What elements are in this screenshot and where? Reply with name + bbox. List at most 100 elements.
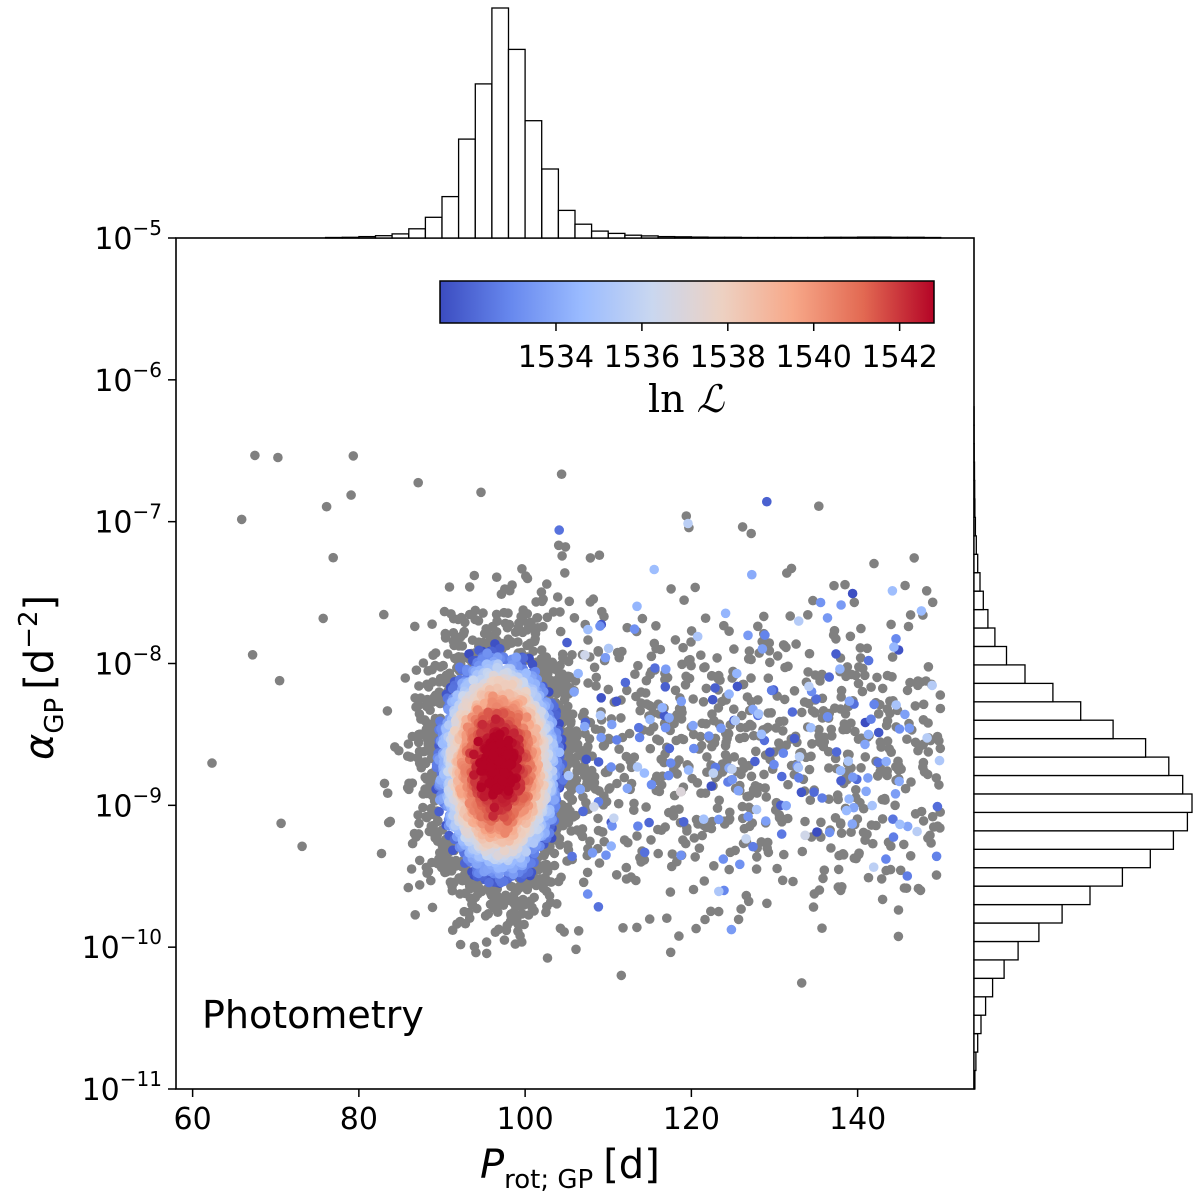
scatter-point-low: [443, 866, 454, 876]
scatter-point: [894, 776, 904, 787]
scatter-point-low: [641, 675, 652, 686]
scatter-point-low: [483, 909, 494, 919]
scatter-point-low: [348, 451, 359, 461]
scatter-point-low: [744, 802, 754, 813]
scatter-point-low: [570, 676, 581, 686]
scatter-point-low: [890, 800, 900, 811]
scatter-point-low: [686, 660, 696, 671]
scatter-point-low: [808, 595, 818, 606]
scatter-point-low: [701, 683, 712, 694]
scatter-point: [809, 787, 819, 797]
scatter-point-low: [491, 572, 502, 582]
scatter-point-low: [856, 623, 866, 634]
scatter-point-low: [701, 822, 712, 833]
scatter-point: [692, 631, 703, 642]
scatter-point-low: [913, 745, 923, 756]
scatter-point-low: [932, 731, 943, 742]
scatter-point-low: [473, 889, 483, 899]
scatter-point-low: [735, 722, 746, 733]
scatter-point-low: [382, 788, 393, 798]
scatter-point-low: [778, 726, 788, 736]
scatter-point: [831, 747, 842, 757]
scatter-point: [778, 748, 789, 758]
scatter-point: [934, 755, 945, 766]
scatter-point: [867, 800, 877, 811]
scatter-point-low: [905, 851, 916, 861]
scatter-point-low: [376, 848, 387, 859]
scatter-point-low: [681, 511, 692, 521]
scatter-point-low: [747, 721, 757, 731]
scatter-point: [554, 525, 564, 535]
scatter-point-low: [618, 923, 628, 933]
scatter-point-low: [876, 874, 887, 884]
scatter-point: [912, 826, 922, 837]
scatter-point-low: [702, 752, 712, 762]
scatter-point-low: [612, 778, 622, 789]
scatter-point: [698, 814, 709, 824]
scatter-point: [661, 664, 671, 674]
scatter-point-low: [808, 902, 819, 912]
scatter-point-low: [491, 627, 502, 637]
scatter-point-low: [591, 672, 602, 683]
scatter-point-low: [413, 810, 423, 820]
scatter-point: [707, 694, 718, 705]
scatter-point: [841, 805, 852, 816]
scatter-point-low: [400, 673, 411, 683]
scatter-point-low: [276, 818, 286, 829]
scatter-point: [606, 762, 616, 772]
scatter-point-low: [641, 802, 651, 812]
scatter-point: [751, 804, 762, 815]
scatter-point: [777, 771, 787, 782]
scatter-point-low: [467, 635, 478, 645]
scatter-point-low: [611, 870, 622, 880]
scatter-point-low: [622, 622, 632, 633]
scatter-point-low: [836, 685, 847, 696]
scatter-point-low: [542, 612, 553, 623]
scatter-point-low: [804, 764, 815, 775]
scatter-point-low: [297, 841, 307, 852]
scatter-point-low: [403, 739, 414, 749]
scatter-point-low: [531, 880, 541, 891]
scatter-point-low: [751, 864, 762, 874]
scatter-point-low: [617, 646, 627, 657]
scatter-point-low: [455, 939, 466, 950]
scatter-point-low: [737, 757, 748, 767]
scatter-point: [741, 834, 751, 844]
scatter-point-low: [645, 743, 656, 754]
scatter-point-low: [840, 579, 850, 590]
scatter-point-low: [622, 685, 632, 696]
scatter-point-low: [552, 592, 563, 602]
scatter-point-low: [670, 685, 681, 696]
scatter-point-low: [762, 898, 772, 909]
scatter-point-low: [573, 926, 584, 936]
scatter-point-low: [517, 909, 527, 919]
scatter-point: [660, 722, 671, 733]
scatter-point: [765, 747, 775, 757]
scatter-point-low: [774, 738, 784, 748]
scatter-point: [847, 819, 858, 829]
scatter-point-low: [471, 947, 481, 958]
scatter-point: [632, 601, 642, 612]
scatter-point-low: [700, 788, 711, 798]
scatter-point: [720, 608, 731, 619]
scatter-point-low: [593, 813, 603, 824]
scatter-point: [927, 680, 937, 691]
scatter-point-low: [712, 803, 723, 813]
scatter-point: [482, 648, 493, 658]
scatter-point: [757, 644, 768, 654]
scatter-point-low: [807, 739, 817, 749]
scatter-point-low: [807, 706, 818, 716]
scatter-point-low: [688, 729, 699, 740]
scatter-point: [863, 655, 874, 666]
scatter-point-low: [881, 865, 891, 876]
scatter-point-low: [553, 876, 564, 887]
scatter-point-low: [877, 683, 888, 694]
scatter-point-low: [893, 756, 903, 767]
scatter-point: [847, 588, 858, 599]
scatter-point-low: [866, 820, 877, 830]
scatter-point-low: [236, 514, 247, 525]
scatter-point: [824, 827, 835, 838]
scatter-point-low: [583, 741, 593, 752]
scatter-point-low: [905, 677, 915, 688]
scatter-point-low: [542, 579, 552, 589]
